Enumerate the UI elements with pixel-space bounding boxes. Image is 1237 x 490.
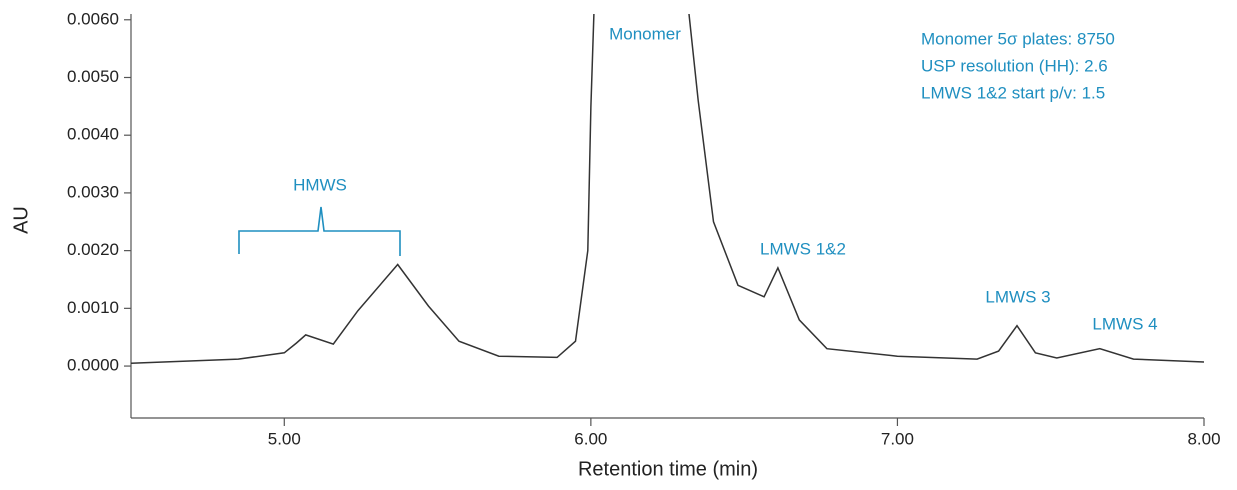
y-tick-label: 0.0000 — [67, 356, 119, 375]
x-tick-label: 8.00 — [1187, 429, 1220, 448]
stats-text: USP resolution (HH): 2.6 — [921, 56, 1108, 75]
x-tick-label: 6.00 — [574, 429, 607, 448]
y-tick-label: 0.0060 — [67, 9, 119, 28]
y-tick-label: 0.0040 — [67, 125, 119, 144]
y-tick-label: 0.0010 — [67, 298, 119, 317]
peak-label: LMWS 4 — [1092, 314, 1157, 333]
y-tick-label: 0.0030 — [67, 182, 119, 201]
peak-label: Monomer — [609, 24, 681, 43]
y-tick-label: 0.0020 — [67, 240, 119, 259]
peak-label: HMWS — [293, 175, 347, 194]
x-tick-label: 5.00 — [268, 429, 301, 448]
stats-text: LMWS 1&2 start p/v: 1.5 — [921, 83, 1105, 102]
hmws-bracket — [238, 206, 401, 256]
peak-label: LMWS 1&2 — [760, 239, 846, 258]
y-axis-title: AU — [10, 206, 32, 234]
stats-text: Monomer 5σ plates: 8750 — [921, 29, 1115, 48]
x-tick-label: 7.00 — [881, 429, 914, 448]
trace — [131, 14, 1204, 364]
x-axis-title: Retention time (min) — [578, 458, 758, 480]
peak-label: LMWS 3 — [985, 287, 1050, 306]
y-tick-label: 0.0050 — [67, 67, 119, 86]
